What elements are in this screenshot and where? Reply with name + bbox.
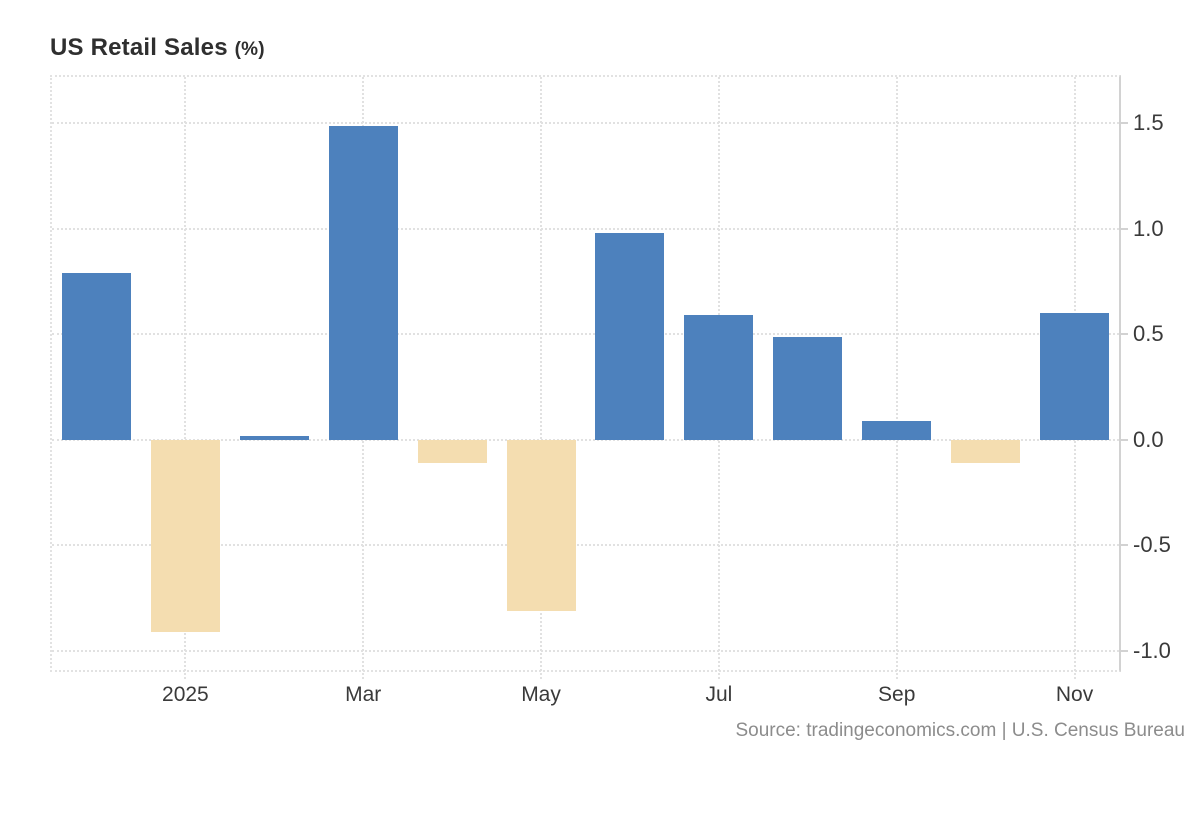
y-axis-tick: [1119, 227, 1128, 230]
y-axis-tick: [1119, 333, 1128, 336]
gridline-horizontal: [52, 227, 1119, 230]
y-axis-label: 0.0: [1133, 426, 1164, 452]
y-axis-tick: [1119, 650, 1128, 652]
bar[interactable]: [417, 439, 487, 464]
gridline-vertical: [895, 77, 898, 679]
x-axis-label: Sep: [878, 683, 916, 706]
y-axis-label: 0.5: [1133, 321, 1164, 347]
y-axis-tick: [1119, 438, 1128, 441]
y-axis-tick: [1119, 544, 1128, 547]
bar[interactable]: [862, 420, 932, 440]
bar[interactable]: [951, 439, 1021, 464]
bar[interactable]: [328, 125, 398, 440]
gridline-horizontal: [52, 650, 1119, 652]
gridline-vertical: [184, 77, 187, 679]
x-axis-label: Nov: [1055, 683, 1094, 706]
bar[interactable]: [150, 439, 220, 632]
plot-area: 1.5 1.0 0.5 0.0 -0.5 -1.0 2025 Mar May Jul Sep Nov: [50, 75, 1171, 706]
gridline-vertical: [540, 77, 543, 679]
gridline-horizontal: [52, 122, 1119, 125]
y-axis-label: 1.0: [1133, 215, 1164, 241]
bar[interactable]: [239, 435, 309, 440]
gridline-horizontal: [52, 438, 1119, 441]
gridline-horizontal: [52, 333, 1119, 336]
x-axis-label: May: [521, 683, 561, 706]
gridline-horizontal: [52, 544, 1119, 547]
source-credit: Source: tradingeconomics.com | U.S. Cens…: [735, 720, 1185, 741]
x-axis-label: Mar: [345, 683, 382, 706]
chart-title-text: US Retail Sales: [50, 34, 228, 61]
y-axis-label: -0.5: [1133, 532, 1171, 558]
y-axis-label: 1.5: [1133, 110, 1164, 136]
x-axis-label: Jul: [705, 683, 733, 706]
bar[interactable]: [506, 439, 576, 611]
chart-title: US Retail Sales (%): [50, 34, 265, 62]
chart-title-unit: (%): [234, 39, 265, 60]
y-axis-label: -1.0: [1133, 638, 1171, 663]
bar[interactable]: [684, 315, 754, 440]
bar[interactable]: [1040, 313, 1110, 440]
bar[interactable]: [773, 336, 843, 440]
bar[interactable]: [61, 273, 131, 440]
x-axis-label: 2025: [162, 683, 209, 706]
y-axis-tick: [1119, 122, 1128, 125]
bar[interactable]: [595, 233, 665, 440]
